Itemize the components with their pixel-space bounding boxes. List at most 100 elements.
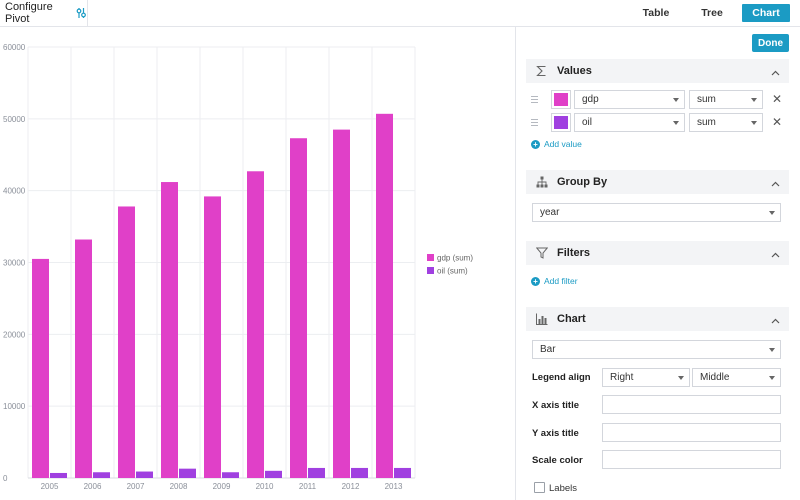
bar-gdp-2007[interactable]	[118, 206, 135, 478]
legend-swatch	[427, 254, 434, 261]
value-operation-select-gdp[interactable]: sum	[689, 90, 763, 109]
add-value-label: Add value	[544, 139, 582, 149]
x-tick-label: 2011	[299, 482, 317, 491]
color-swatch	[554, 93, 568, 106]
y-tick-label: 60000	[3, 43, 26, 52]
legend-align-label: Legend align	[532, 372, 591, 383]
group-by-value: year	[540, 207, 560, 218]
value-color-picker-oil[interactable]	[551, 113, 571, 132]
bar-gdp-2012[interactable]	[333, 129, 350, 478]
chevron-up-icon[interactable]	[771, 67, 780, 79]
add-filter-button[interactable]: + Add filter	[531, 276, 578, 286]
value-field-label: gdp	[582, 94, 599, 105]
value-field-label: oil	[582, 117, 593, 128]
chevron-down-icon	[769, 348, 775, 352]
values-section-header[interactable]: Values	[526, 59, 789, 83]
chevron-down-icon	[769, 211, 775, 215]
legend-entry-label[interactable]: gdp (sum)	[437, 254, 473, 263]
y-axis-ticks: 0 10000 20000 30000 40000 50000 60000	[3, 43, 26, 483]
value-field-select-gdp[interactable]: gdp	[574, 90, 685, 109]
group-by-section-header[interactable]: Group By	[526, 170, 789, 194]
chart-bars	[32, 113, 411, 479]
x-tick-label: 2009	[213, 482, 231, 491]
filters-section-header[interactable]: Filters	[526, 241, 789, 265]
chevron-up-icon[interactable]	[771, 178, 780, 190]
plus-circle-icon: +	[531, 276, 540, 286]
y-tick-label: 0	[3, 474, 8, 483]
chevron-down-icon	[678, 376, 684, 380]
view-tabs: Table Tree Chart	[626, 4, 790, 22]
legend-align-horizontal-select[interactable]: Right	[602, 368, 690, 387]
value-field-select-oil[interactable]: oil	[574, 113, 685, 132]
bar-oil-2013[interactable]	[394, 467, 411, 478]
sigma-icon	[535, 65, 548, 78]
y-tick-label: 20000	[3, 330, 26, 339]
drag-handle-icon[interactable]	[531, 96, 538, 103]
legend-swatch	[427, 267, 434, 274]
y-tick-label: 30000	[3, 259, 26, 268]
legend-align-vertical-select[interactable]: Middle	[692, 368, 781, 387]
legend-entry-label[interactable]: oil (sum)	[437, 267, 468, 276]
y-tick-label: 50000	[3, 115, 26, 124]
tab-tree[interactable]: Tree	[701, 7, 723, 19]
bar-oil-2012[interactable]	[351, 467, 368, 478]
x-tick-label: 2006	[84, 482, 102, 491]
bar-oil-2011[interactable]	[308, 467, 325, 478]
remove-value-icon[interactable]: ✕	[772, 92, 783, 106]
hierarchy-icon	[535, 176, 548, 189]
group-by-select[interactable]: year	[532, 203, 781, 222]
value-operation-select-oil[interactable]: sum	[689, 113, 763, 132]
y-axis-title-input[interactable]	[602, 423, 781, 442]
y-axis-title-label: Y axis title	[532, 428, 579, 439]
bar-gdp-2011[interactable]	[290, 138, 307, 478]
y-tick-label: 10000	[3, 402, 26, 411]
scale-color-input[interactable]	[602, 450, 781, 469]
bar-gdp-2006[interactable]	[75, 239, 92, 478]
done-button[interactable]: Done	[752, 34, 789, 52]
value-color-picker-gdp[interactable]	[551, 90, 571, 109]
bar-oil-2008[interactable]	[179, 468, 196, 478]
bar-oil-2009[interactable]	[222, 472, 239, 478]
bar-gdp-2010[interactable]	[247, 171, 264, 478]
x-axis-title-input[interactable]	[602, 395, 781, 414]
x-tick-label: 2007	[127, 482, 145, 491]
chevron-down-icon	[673, 98, 679, 102]
tab-table[interactable]: Table	[642, 7, 670, 19]
x-axis-title-label: X axis title	[532, 400, 579, 411]
bar-oil-2007[interactable]	[136, 471, 153, 478]
configure-pivot-label: Configure Pivot	[5, 1, 53, 25]
chevron-up-icon[interactable]	[771, 315, 780, 327]
add-filter-label: Add filter	[544, 276, 578, 286]
bar-gdp-2008[interactable]	[161, 182, 178, 478]
bar-oil-2010[interactable]	[265, 470, 282, 478]
bar-oil-2006[interactable]	[93, 472, 110, 478]
plus-circle-icon: +	[531, 139, 540, 149]
legend-align-horizontal-value: Right	[610, 372, 634, 383]
legend-align-vertical-value: Middle	[700, 372, 730, 383]
configure-panel: Done Values gdp sum ✕ oil sum ✕ + Add va…	[515, 27, 800, 500]
y-tick-label: 40000	[3, 187, 26, 196]
bar-gdp-2009[interactable]	[204, 196, 221, 478]
scale-color-label: Scale color	[532, 455, 583, 466]
chart-type-select[interactable]: Bar	[532, 340, 781, 359]
drag-handle-icon[interactable]	[531, 119, 538, 126]
chevron-down-icon	[769, 376, 775, 380]
chart-legend: gdp (sum) oil (sum)	[427, 254, 473, 276]
bar-gdp-2005[interactable]	[32, 258, 49, 478]
remove-value-icon[interactable]: ✕	[772, 115, 783, 129]
chevron-down-icon	[751, 121, 757, 125]
bar-oil-2005[interactable]	[50, 472, 67, 478]
labels-checkbox[interactable]	[534, 482, 545, 493]
value-operation-label: sum	[697, 117, 716, 128]
bar-gdp-2013[interactable]	[376, 113, 393, 479]
funnel-icon	[535, 247, 548, 260]
labels-checkbox-label: Labels	[549, 483, 577, 494]
values-section-title: Values	[557, 65, 592, 77]
tab-chart[interactable]: Chart	[742, 4, 790, 22]
add-value-button[interactable]: + Add value	[531, 139, 582, 149]
chart-section-header[interactable]: Chart	[526, 307, 789, 331]
filters-section-title: Filters	[557, 247, 591, 259]
chevron-up-icon[interactable]	[771, 249, 780, 261]
configure-pivot-button[interactable]: Configure Pivot	[0, 0, 88, 26]
x-tick-label: 2013	[385, 482, 403, 491]
